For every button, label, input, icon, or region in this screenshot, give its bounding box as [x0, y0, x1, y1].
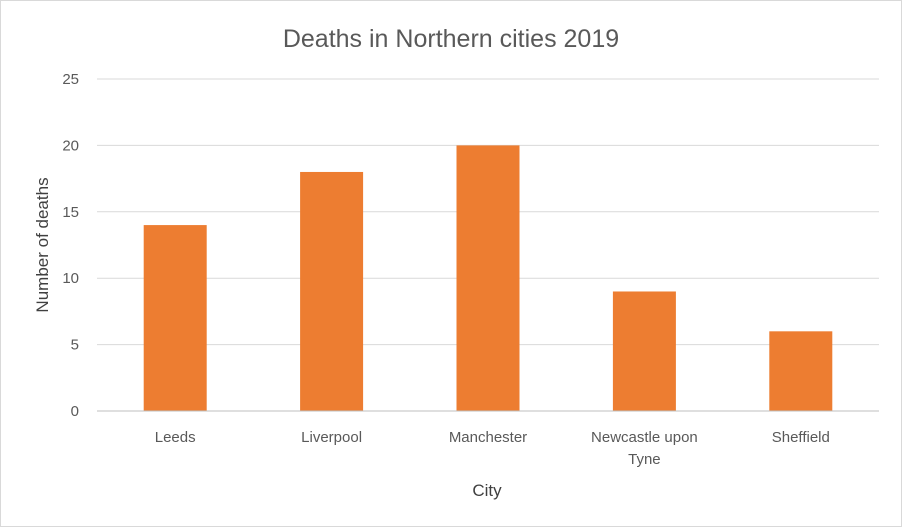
x-tick-label: Manchester	[449, 429, 527, 446]
x-axis-ticks: Leeds Liverpool Manchester Newcastle upon Ty…	[155, 429, 830, 468]
chart-title: Deaths in Northern cities 2019	[283, 25, 619, 53]
y-tick-label: 25	[62, 71, 79, 88]
y-tick-label: 5	[71, 337, 79, 354]
x-tick-label: Liverpool	[301, 429, 362, 446]
bar-sheffield	[769, 331, 833, 411]
y-tick-label: 10	[62, 270, 79, 287]
y-axis-label: Number of deaths	[33, 177, 52, 312]
x-tick-label: Newcastle upon	[591, 429, 698, 446]
x-axis-label: City	[472, 481, 502, 500]
x-tick-label: Sheffield	[772, 429, 830, 446]
x-tick-label: Leeds	[155, 429, 196, 446]
x-tick-label: Tyne	[628, 451, 661, 468]
y-tick-label: 15	[62, 204, 79, 221]
bar-newcastle-upon-tyne	[612, 291, 676, 411]
bar-liverpool	[300, 171, 364, 411]
bar-leeds	[143, 225, 207, 411]
bars	[143, 145, 833, 411]
y-tick-label: 20	[62, 137, 79, 154]
y-tick-label: 0	[71, 403, 79, 420]
bar-manchester	[456, 145, 520, 411]
y-axis-ticks: 0 5 10 15 20 25	[62, 71, 79, 420]
